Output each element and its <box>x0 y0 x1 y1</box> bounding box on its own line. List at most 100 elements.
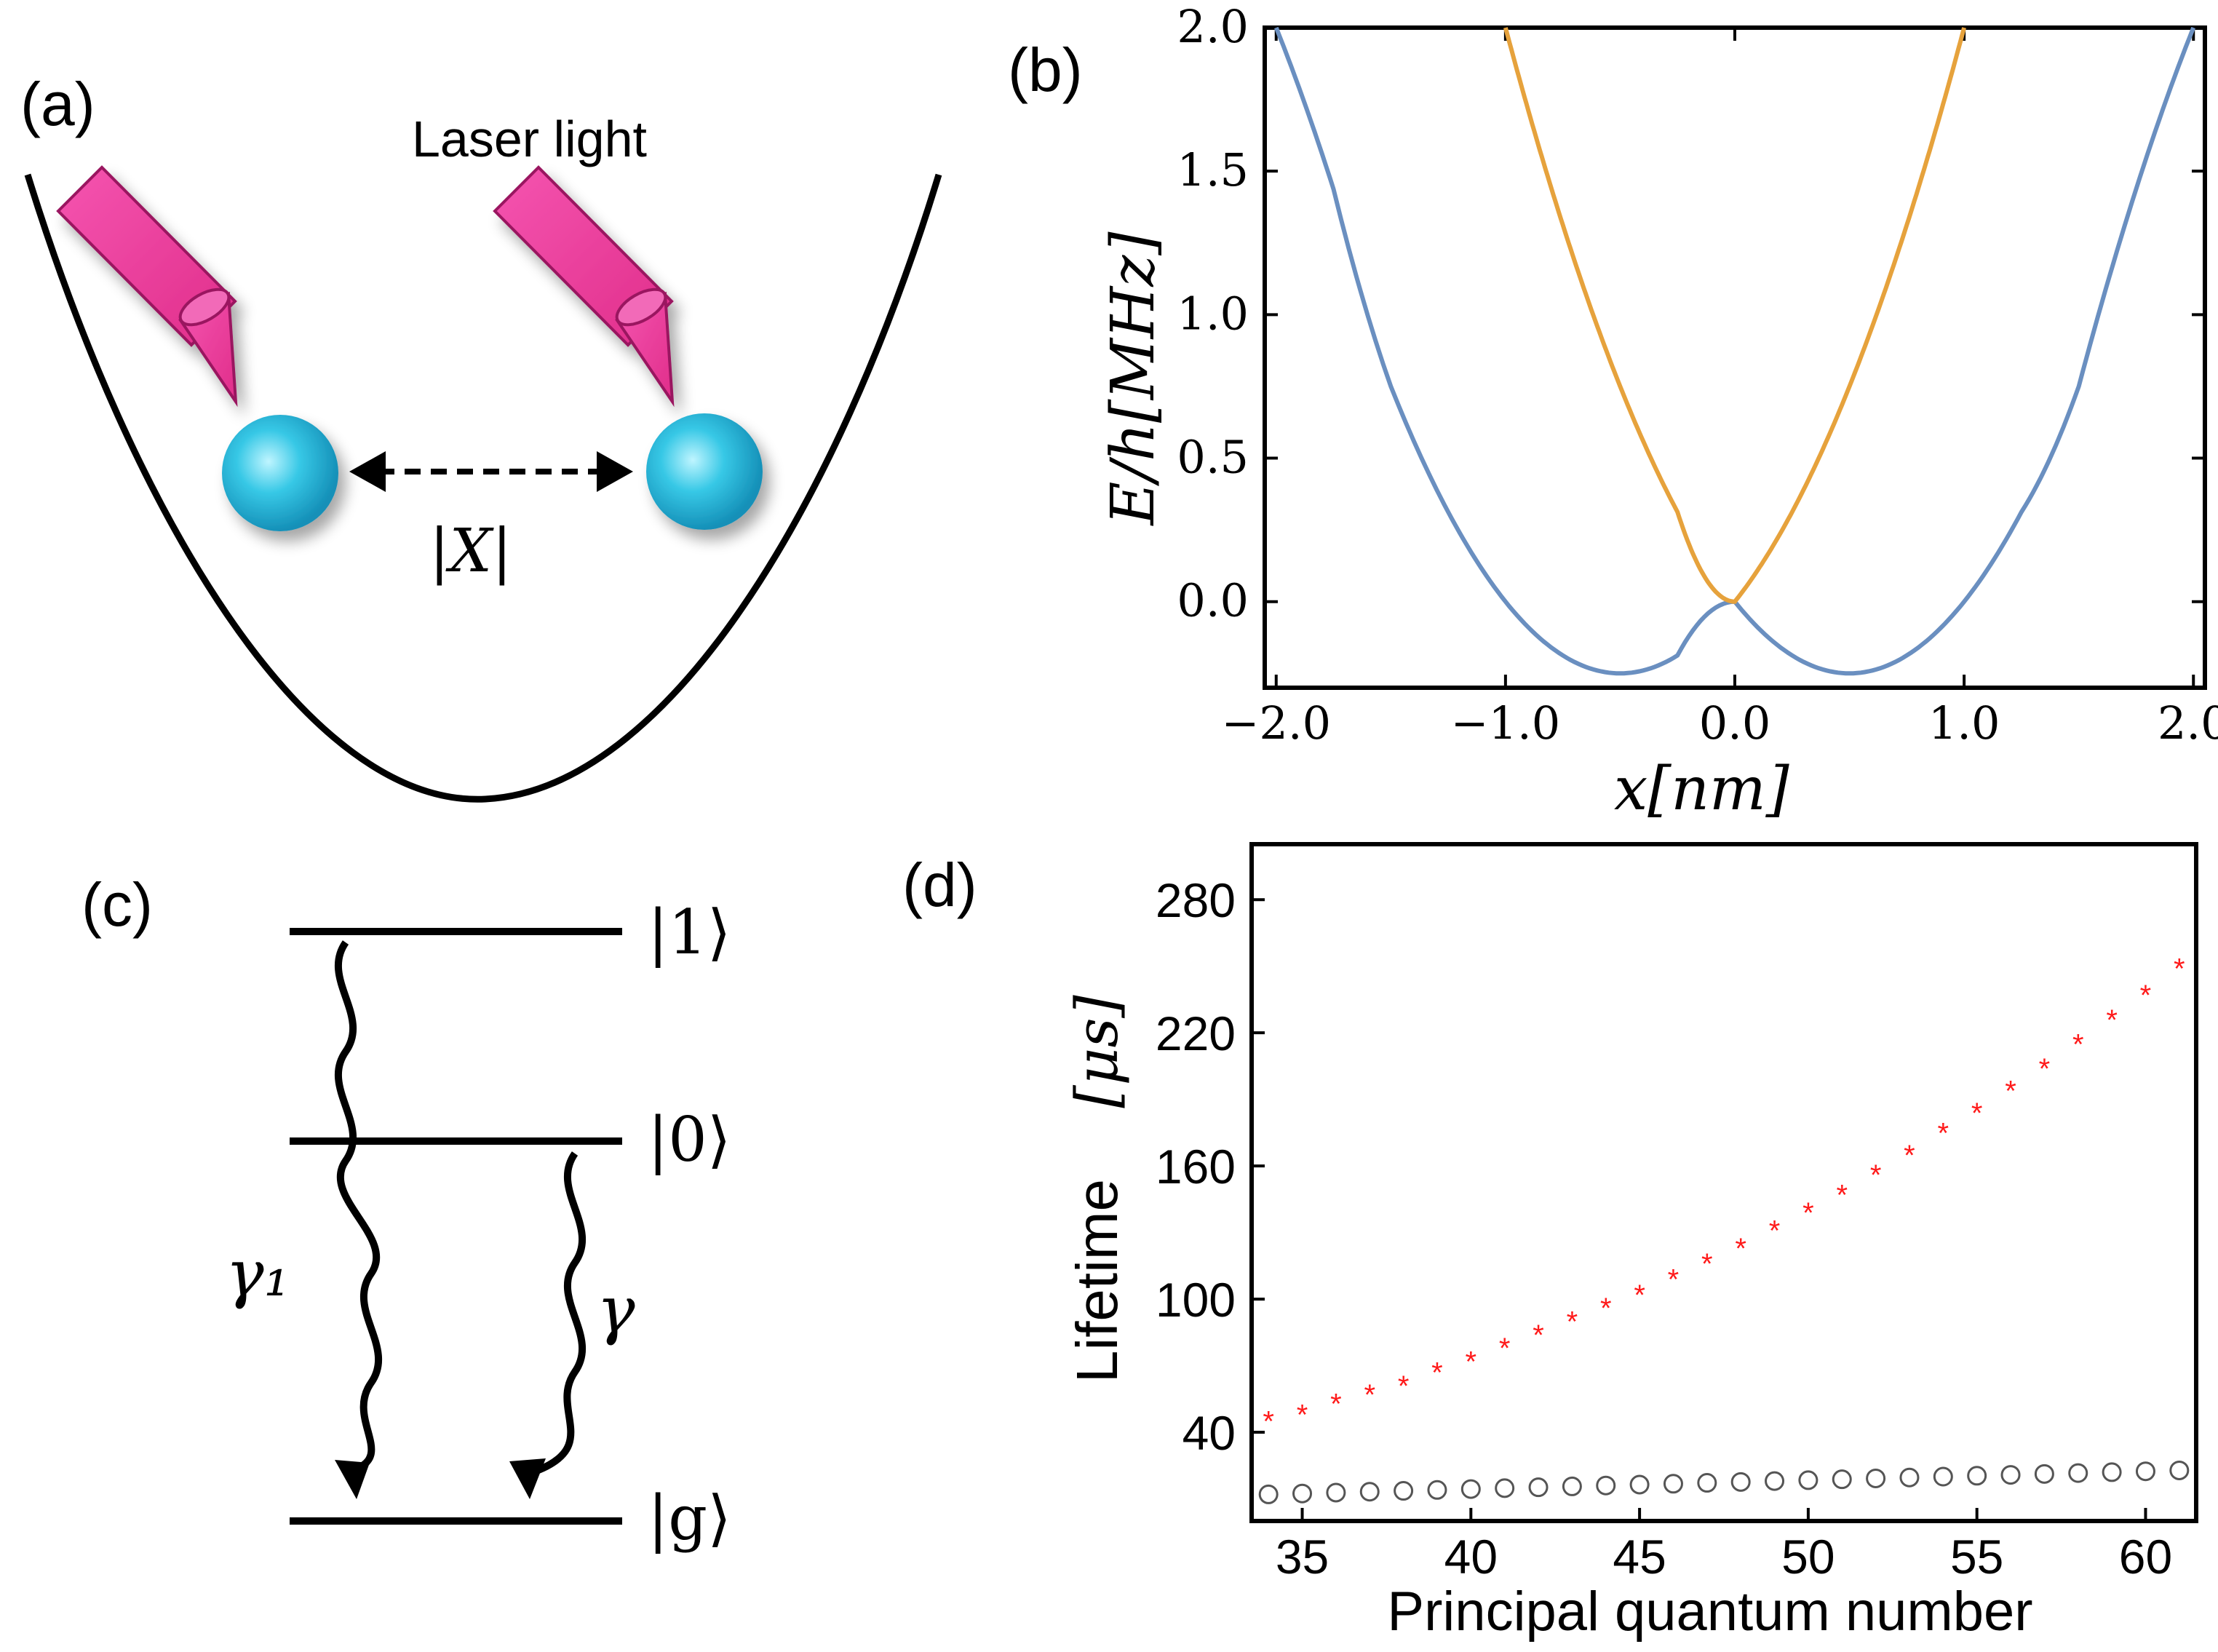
panel-d-point-red-star: * <box>1466 1346 1477 1378</box>
panel-d-plot-area: 35 40 45 50 55 60 40 100 160 220 280 * * * * * * * * * * * * * *… <box>1156 842 2198 1584</box>
distance-arrow <box>349 451 633 492</box>
panel-b-label: (b) <box>1008 36 1083 104</box>
panel-b-plot-area: −2.0 −1.0 0.0 1.0 2.0 0.0 0.5 1.0 1.5 2.0 <box>1177 0 2218 750</box>
panel-d-xtick-label: 40 <box>1444 1530 1498 1584</box>
panel-d-point-gray-circle <box>2102 1462 2122 1482</box>
panel-b-xlabel: x[nm] <box>1614 755 1790 824</box>
panel-b-chart: (b) −2.0 −1.0 0.0 1.0 2.0 0.0 0.5 1.0 1.5 2.0 x[n… <box>1008 0 2218 824</box>
panel-d-point-red-star: * <box>2039 1053 2051 1085</box>
panel-d-point-gray-circle <box>1359 1482 1380 1502</box>
panel-d-label: (d) <box>902 851 977 919</box>
panel-d-point-red-star: * <box>1836 1180 1848 1212</box>
panel-b-ytick-label: 0.0 <box>1177 574 1249 627</box>
panel-d-xtick-label: 45 <box>1613 1530 1666 1584</box>
panel-d-xtick-label: 60 <box>2119 1530 2172 1584</box>
decay-gamma-wave <box>537 1151 587 1474</box>
panel-d-xtick-label: 35 <box>1276 1530 1329 1584</box>
panel-b-xtick-label: −1.0 <box>1451 696 1561 750</box>
panel-d-point-gray-circle <box>1629 1474 1650 1495</box>
panel-d-point-red-star: * <box>1431 1357 1443 1389</box>
panel-d-point-red-star: * <box>2106 1004 2118 1036</box>
decay-gamma1-arrowhead <box>335 1460 370 1499</box>
panel-b-xtick-label: −2.0 <box>1221 696 1331 750</box>
laser-beam-right-icon <box>493 165 675 408</box>
atom-right <box>646 413 763 530</box>
panel-d-point-gray-circle <box>2169 1460 2190 1480</box>
panel-d-point-red-star: * <box>1870 1159 1882 1191</box>
panel-d-point-red-star: * <box>1904 1140 1915 1172</box>
panel-b-xtick-label: 1.0 <box>1928 696 2000 750</box>
panel-b-xtick-label: 0.0 <box>1699 696 1771 750</box>
panel-c: (c) |1⟩ |0⟩ |g⟩ γ₁ γ <box>82 870 731 1554</box>
trap-potential-curve <box>24 173 942 803</box>
panel-d-point-gray-circle <box>1562 1476 1582 1496</box>
level-g-label: |g⟩ <box>648 1482 731 1554</box>
panel-d-point-gray-circle <box>1967 1466 1987 1486</box>
laser-beam-left-icon <box>56 165 238 408</box>
panel-d-point-red-star: * <box>1600 1292 1612 1325</box>
panel-d-point-red-star: * <box>1735 1233 1746 1265</box>
panel-b-ylabel: E/h[MHz] <box>1099 231 1168 527</box>
panel-d-point-gray-circle <box>2000 1465 2021 1485</box>
panel-d-ytick-label: 100 <box>1156 1273 1236 1327</box>
panel-d-ytick-label: 220 <box>1156 1006 1236 1060</box>
decay-gamma1-wave <box>334 940 383 1474</box>
panel-d-point-gray-circle <box>1495 1478 1515 1498</box>
panel-d-point-red-star: * <box>1668 1264 1680 1296</box>
panel-b-frame <box>1263 25 2207 690</box>
panel-d-point-red-star: * <box>1971 1097 1983 1129</box>
panel-d-point-red-star: * <box>1802 1197 1814 1229</box>
laser-light-label: Laser light <box>412 111 647 167</box>
level-0-label: |0⟩ <box>648 1104 731 1175</box>
panel-d-point-red-star: * <box>1263 1406 1274 1438</box>
panel-d-point-red-star: * <box>1769 1215 1781 1247</box>
panel-b-ytick-label: 1.5 <box>1177 143 1249 196</box>
panel-d-point-red-star: * <box>1533 1319 1544 1351</box>
panel-d-point-gray-circle <box>1663 1474 1683 1494</box>
panel-d-point-gray-circle <box>2034 1464 2054 1484</box>
panel-d-ylabel-unit: [μs] <box>1063 994 1131 1108</box>
panel-d-point-gray-circle <box>1528 1477 1549 1498</box>
panel-d-point-red-star: * <box>1398 1370 1410 1402</box>
panel-b-ytick-label: 0.5 <box>1177 431 1249 484</box>
panel-d-point-gray-circle <box>1258 1484 1279 1504</box>
panel-d-point-red-star: * <box>2140 980 2152 1012</box>
panel-d-frame <box>1249 842 2198 1523</box>
panel-d-point-gray-circle <box>1765 1471 1785 1491</box>
panel-d-point-red-star: * <box>2005 1075 2016 1107</box>
distance-label: |X| <box>429 517 512 586</box>
panel-c-label: (c) <box>82 870 153 939</box>
panel-d-point-gray-circle <box>1798 1470 1818 1490</box>
level-1-label: |1⟩ <box>648 897 731 968</box>
panel-d-xtick-label: 50 <box>1781 1530 1835 1584</box>
panel-d-point-gray-circle <box>1326 1482 1346 1503</box>
panel-d-point-red-star: * <box>1567 1306 1578 1338</box>
panel-d-point-gray-circle <box>2068 1463 2088 1483</box>
panel-d-xtick-label: 55 <box>1950 1530 2003 1584</box>
atom-left <box>222 415 338 531</box>
panel-d-point-gray-circle <box>1460 1479 1481 1499</box>
panel-d-point-red-star: * <box>1634 1279 1645 1311</box>
panel-b-series-orange <box>1503 27 1966 604</box>
panel-d-point-gray-circle <box>1394 1481 1414 1501</box>
panel-d-ytick-label: 40 <box>1182 1406 1236 1460</box>
panel-d-point-gray-circle <box>1427 1480 1447 1500</box>
panel-d-chart: (d) 35 40 45 50 55 60 40 100 160 220 280 * * * * * * * * * *… <box>902 842 2198 1643</box>
panel-b-ytick-label: 1.0 <box>1177 287 1249 340</box>
panel-d-point-red-star: * <box>1364 1379 1375 1411</box>
panel-d-ylabel: Lifetime <box>1065 1179 1129 1383</box>
panel-a-label: (a) <box>20 70 95 138</box>
panel-d-point-gray-circle <box>1832 1469 1852 1490</box>
rate-gamma-label: γ <box>597 1272 635 1347</box>
panel-d-point-red-star: * <box>2072 1028 2084 1060</box>
panel-d-point-gray-circle <box>1866 1468 1886 1488</box>
panel-d-point-gray-circle <box>1292 1483 1313 1504</box>
panel-d-point-red-star: * <box>1701 1248 1713 1280</box>
panel-d-point-gray-circle <box>1730 1472 1751 1492</box>
panel-d-point-gray-circle <box>1697 1473 1717 1493</box>
rate-gamma1-label: γ₁ <box>226 1236 290 1311</box>
panel-d-point-gray-circle <box>1899 1467 1920 1488</box>
panel-a: (a) Laser light |X| <box>20 70 942 803</box>
panel-b-series-blue <box>1274 26 2195 676</box>
